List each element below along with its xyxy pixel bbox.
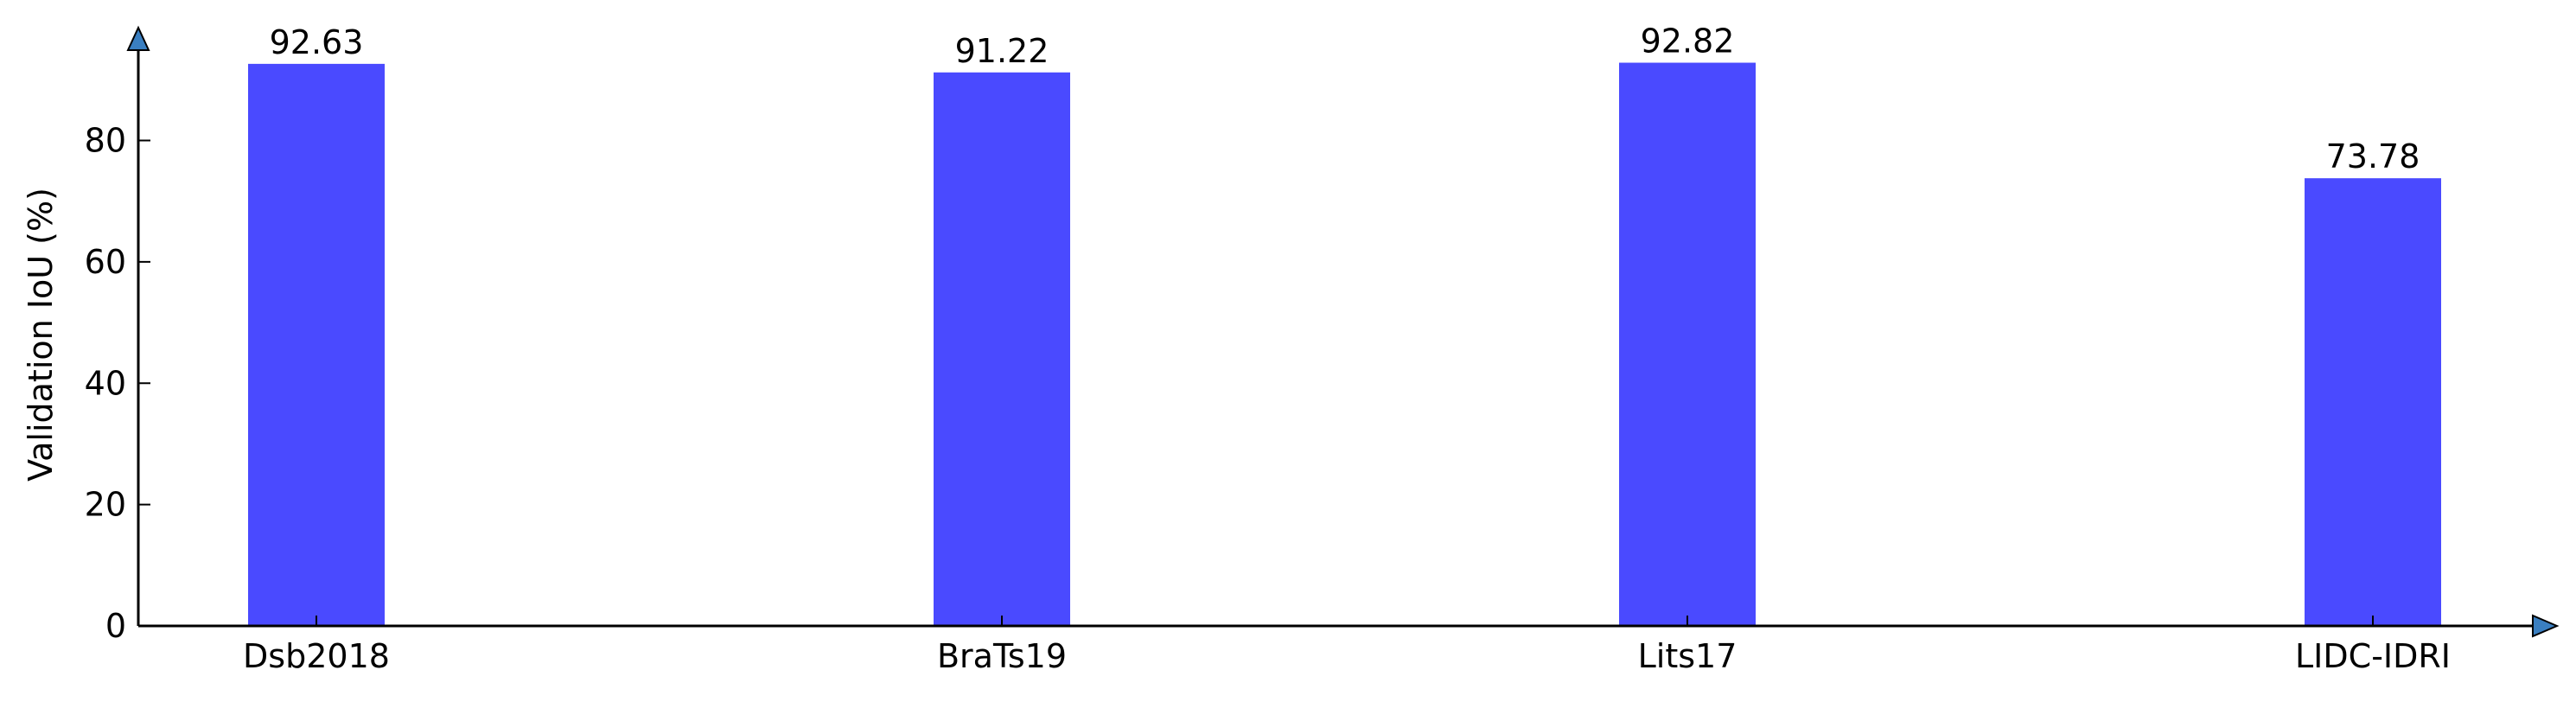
x-tick-label: Dsb2018: [243, 637, 390, 675]
y-tick-label: 60: [85, 243, 126, 281]
bar-value-label: 91.22: [955, 32, 1049, 70]
y-tick-label: 20: [85, 486, 126, 524]
x-axis-arrow-icon: [2532, 614, 2560, 638]
bar-value-label: 92.82: [1641, 22, 1735, 61]
y-tick-label: 40: [85, 364, 126, 402]
y-tick-label: 80: [85, 122, 126, 160]
bar: [248, 63, 385, 627]
y-axis-arrow-icon: [126, 25, 150, 51]
bar: [934, 72, 1070, 626]
bar-value-label: 92.63: [270, 23, 364, 61]
y-axis-label: Validation IoU (%): [22, 188, 60, 482]
x-tick-label: LIDC-IDRI: [2295, 637, 2451, 675]
x-tick-label: BraTs19: [937, 637, 1067, 675]
x-tick-label: Lits17: [1638, 637, 1738, 675]
plot-area: 92.63 Dsb2018 91.22 BraTs19 92.82 Lits17 73.78…: [85, 22, 2560, 675]
bar: [2305, 178, 2441, 626]
y-tick-label: 0: [105, 607, 126, 645]
bar: [1619, 62, 1756, 626]
bar-value-label: 73.78: [2326, 137, 2420, 176]
